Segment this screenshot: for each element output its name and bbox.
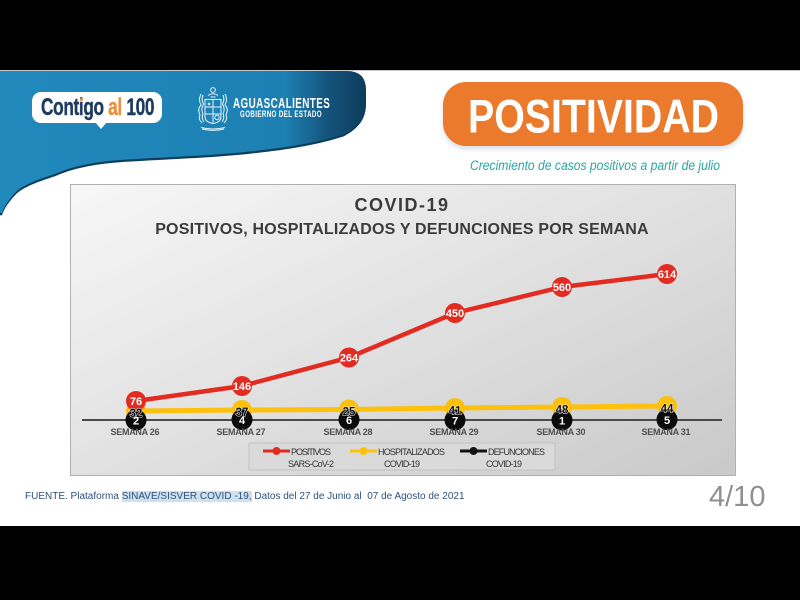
svg-text:37: 37	[236, 407, 249, 419]
svg-text:6: 6	[346, 415, 352, 427]
svg-text:SEMANA 31: SEMANA 31	[642, 427, 691, 437]
svg-text:32: 32	[130, 408, 143, 420]
svg-text:146: 146	[233, 381, 251, 393]
svg-text:5: 5	[664, 415, 670, 427]
svg-text:2: 2	[133, 416, 139, 428]
svg-text:SEMANA 26: SEMANA 26	[111, 427, 160, 437]
svg-text:25: 25	[343, 407, 356, 419]
svg-text:450: 450	[446, 308, 464, 320]
svg-text:SEMANA 27: SEMANA 27	[217, 427, 266, 437]
svg-text:48: 48	[556, 405, 569, 417]
svg-text:41: 41	[449, 406, 462, 418]
svg-text:DEFUNCIONES: DEFUNCIONES	[488, 447, 545, 457]
svg-text:44: 44	[661, 404, 674, 416]
svg-text:560: 560	[553, 282, 571, 294]
svg-text:SEMANA 29: SEMANA 29	[430, 427, 479, 437]
svg-text:COVID-19: COVID-19	[384, 459, 420, 469]
svg-text:POSITIVOS: POSITIVOS	[291, 447, 331, 457]
svg-text:1: 1	[559, 416, 565, 428]
svg-text:7: 7	[452, 416, 458, 428]
svg-text:4: 4	[239, 415, 246, 427]
svg-text:POSITIVOS, HOSPITALIZADOS Y DE: POSITIVOS, HOSPITALIZADOS Y DEFUNCIONES …	[155, 221, 649, 238]
svg-text:264: 264	[340, 353, 359, 365]
svg-text:Crecimiento de casos positivos: Crecimiento de casos positivos a partir …	[470, 158, 720, 173]
svg-text:COVID-19: COVID-19	[486, 459, 522, 469]
svg-text:SEMANA 28: SEMANA 28	[324, 427, 373, 437]
svg-text:SEMANA 30: SEMANA 30	[537, 427, 586, 437]
svg-text:HOSPITALIZADOS: HOSPITALIZADOS	[378, 447, 445, 457]
svg-text:COVID-19: COVID-19	[354, 195, 449, 215]
svg-text:SARS-CoV-2: SARS-CoV-2	[288, 459, 334, 469]
svg-text:76: 76	[130, 396, 142, 408]
svg-text:614: 614	[658, 269, 677, 281]
svg-text:POSITIVIDAD: POSITIVIDAD	[468, 90, 719, 143]
